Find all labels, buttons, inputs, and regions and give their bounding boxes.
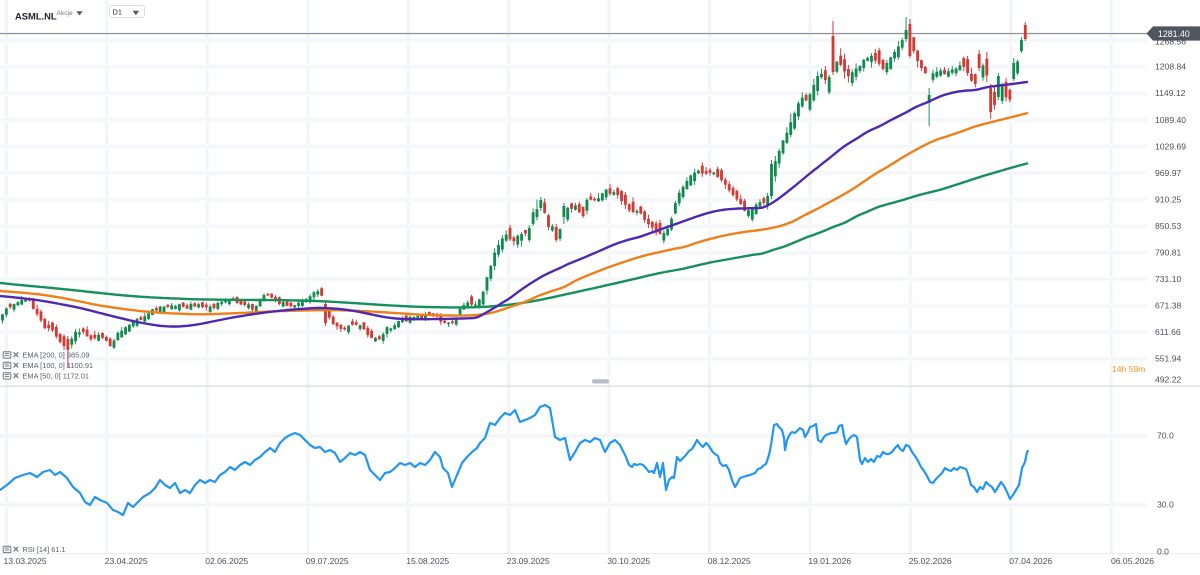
svg-text:731.10: 731.10 xyxy=(1155,274,1182,284)
svg-text:1268.56: 1268.56 xyxy=(1155,36,1186,46)
svg-text:EMA [50, 0] 1172.01: EMA [50, 0] 1172.01 xyxy=(23,371,89,380)
svg-text:611.66: 611.66 xyxy=(1155,327,1181,337)
svg-text:1029.69: 1029.69 xyxy=(1155,141,1186,151)
svg-text:07.04.2026: 07.04.2026 xyxy=(1009,556,1052,566)
svg-text:Akcje: Akcje xyxy=(57,10,73,17)
svg-text:25.02.2026: 25.02.2026 xyxy=(909,556,952,566)
svg-text:09.07.2025: 09.07.2025 xyxy=(306,556,349,566)
svg-text:30.10.2025: 30.10.2025 xyxy=(607,556,650,566)
svg-text:551.94: 551.94 xyxy=(1155,354,1182,364)
svg-text:06.05.2026: 06.05.2026 xyxy=(1111,556,1154,566)
svg-text:492.22: 492.22 xyxy=(1155,374,1182,384)
svg-text:D1: D1 xyxy=(113,8,122,17)
svg-text:EMA [200, 0] 985.09: EMA [200, 0] 985.09 xyxy=(23,350,90,359)
svg-text:19.01.2026: 19.01.2026 xyxy=(808,556,851,566)
svg-text:850.53: 850.53 xyxy=(1155,221,1182,231)
svg-text:ASML.NL: ASML.NL xyxy=(15,10,57,21)
svg-text:1149.12: 1149.12 xyxy=(1155,88,1186,98)
svg-text:1208.84: 1208.84 xyxy=(1155,62,1186,72)
svg-text:0.0: 0.0 xyxy=(1157,547,1169,557)
svg-text:1089.40: 1089.40 xyxy=(1155,115,1186,125)
svg-text:08.12.2025: 08.12.2025 xyxy=(708,556,751,566)
svg-text:70.0: 70.0 xyxy=(1157,431,1174,441)
svg-text:EMA [100, 0] 1100.91: EMA [100, 0] 1100.91 xyxy=(23,361,94,370)
svg-text:30.0: 30.0 xyxy=(1157,500,1174,510)
svg-text:910.25: 910.25 xyxy=(1155,194,1182,204)
svg-text:23.04.2025: 23.04.2025 xyxy=(105,556,148,566)
svg-text:13.03.2025: 13.03.2025 xyxy=(4,556,47,566)
svg-text:671.38: 671.38 xyxy=(1155,301,1182,311)
svg-text:969.97: 969.97 xyxy=(1155,168,1182,178)
svg-text:14h 59m: 14h 59m xyxy=(1112,364,1145,374)
svg-text:02.06.2025: 02.06.2025 xyxy=(205,556,248,566)
svg-text:RSI [14] 61.1: RSI [14] 61.1 xyxy=(23,545,66,554)
svg-text:790.81: 790.81 xyxy=(1155,248,1182,258)
svg-text:15.08.2025: 15.08.2025 xyxy=(406,556,449,566)
svg-text:23.09.2025: 23.09.2025 xyxy=(507,556,550,566)
svg-text:1281.40: 1281.40 xyxy=(1158,29,1190,39)
